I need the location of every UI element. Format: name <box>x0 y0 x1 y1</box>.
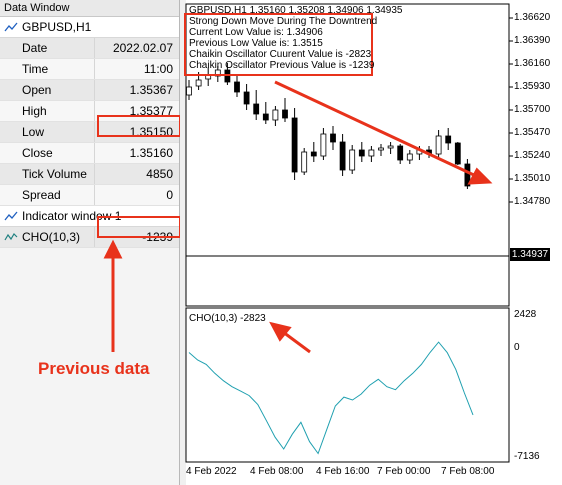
time-tick-label: 4 Feb 2022 <box>186 466 237 477</box>
window-splitter[interactable] <box>180 0 186 485</box>
data-row-label: Spread <box>22 188 61 202</box>
candle-body <box>186 86 192 96</box>
candle-body <box>214 69 221 77</box>
candle-body <box>454 142 461 165</box>
chart-line-icon <box>4 211 18 221</box>
candle-body <box>330 133 336 143</box>
time-tick-label: 4 Feb 08:00 <box>250 466 304 477</box>
candle-body <box>301 151 308 173</box>
oscillator-line <box>188 341 474 455</box>
data-row-value: 0 <box>166 188 173 202</box>
candle-body <box>445 135 452 144</box>
candle-body <box>406 153 413 161</box>
data-row-time: Time 11:00 <box>0 59 179 80</box>
candle-body <box>358 149 365 157</box>
comment-line: Current Low Value is: 1.34906 <box>189 27 323 38</box>
data-row-label: Time <box>22 62 49 76</box>
previous-data-label: Previous data <box>38 359 150 378</box>
arrow-to-indicator <box>269 321 311 354</box>
data-row-label: Date <box>22 41 48 55</box>
data-row-label: Close <box>22 146 53 160</box>
data-row-value: 1.35367 <box>129 83 173 97</box>
candle-body <box>291 117 298 173</box>
comment-box <box>184 13 373 76</box>
price-tick-label: 1.36390 <box>514 35 551 46</box>
price-tick-label: 1.36620 <box>514 12 551 23</box>
data-row-label: Open <box>22 83 52 97</box>
indicator-section[interactable]: Indicator window 1 <box>0 206 179 227</box>
comment-line: Strong Down Move During The Downtrend <box>189 16 378 27</box>
chart-header: GBPUSD,H1 1.35160 1.35208 1.34906 1.3493… <box>189 5 403 16</box>
indicator-section-label: Indicator window 1 <box>22 209 122 223</box>
candle-body <box>368 149 375 157</box>
candle-body <box>195 79 202 87</box>
candle-body <box>243 91 250 105</box>
indicator-tick-label: -7136 <box>514 451 540 462</box>
current-price-tag: 1.34937 <box>510 248 550 261</box>
indicator-row: CHO(10,3) -1239 <box>0 227 179 248</box>
data-row-spread: Spread 0 <box>0 185 179 206</box>
candle-body <box>224 69 231 83</box>
chart-line-icon <box>4 22 18 32</box>
time-tick-label: 4 Feb 16:00 <box>316 466 370 477</box>
price-tick-label: 1.35930 <box>514 81 551 92</box>
price-tick-label: 1.34780 <box>514 196 551 207</box>
symbol-section-label: GBPUSD,H1 <box>22 20 92 34</box>
data-row-open: Open 1.35367 <box>0 80 179 101</box>
comment-line: Chaikin Oscillator Previous Value is -12… <box>189 60 375 71</box>
price-tick-label: 1.35700 <box>514 104 551 115</box>
candle-body <box>310 151 317 157</box>
time-tick-label: 7 Feb 08:00 <box>441 466 495 477</box>
price-tick-label: 1.35470 <box>514 127 551 138</box>
candle-body <box>253 103 260 115</box>
data-row-value: 11:00 <box>143 62 173 76</box>
data-window-panel: Data Window GBPUSD,H1 Date 2022.02.07 Time… <box>0 0 180 485</box>
candle-body <box>234 81 240 93</box>
indicator-row-label: CHO(10,3) <box>22 230 81 244</box>
indicator-tick-label: 2428 <box>514 309 537 320</box>
data-row-value: 1.35377 <box>129 104 173 118</box>
arrow-to-low <box>274 80 493 185</box>
candle-body <box>339 141 346 171</box>
candle-body <box>464 163 471 187</box>
comment-line: Previous Low Value is: 1.3515 <box>189 38 323 49</box>
data-row-close: Close 1.35160 <box>0 143 179 164</box>
candle-body <box>435 135 442 155</box>
candle-body <box>349 149 356 171</box>
data-window-title: Data Window <box>0 0 179 17</box>
data-row-label: High <box>22 104 47 118</box>
candle-body <box>378 147 384 151</box>
comment-line: Chaikin Oscillator Cuurent Value is -282… <box>189 49 372 60</box>
candle-body <box>262 113 269 121</box>
indicator-chart-area <box>185 307 510 463</box>
symbol-section[interactable]: GBPUSD,H1 <box>0 17 179 38</box>
candle-body <box>387 145 394 149</box>
indicator-tick-label: 0 <box>514 342 520 353</box>
data-row-date: Date 2022.02.07 <box>0 38 179 59</box>
candles <box>186 63 471 189</box>
candle-body <box>282 109 288 119</box>
data-row-value: 1.35160 <box>129 146 173 160</box>
indicator-label: CHO(10,3) -2823 <box>189 313 266 324</box>
candle-body <box>320 133 327 157</box>
price-tick-label: 1.35010 <box>514 173 551 184</box>
oscillator-icon <box>4 233 18 241</box>
data-row-label: Tick Volume <box>22 167 87 181</box>
data-row-label: Low <box>22 125 45 139</box>
candle-body <box>272 109 279 121</box>
candle-body <box>397 145 404 161</box>
data-row-value: 2022.02.07 <box>112 41 173 55</box>
data-row-tick-volume: Tick Volume 4850 <box>0 164 179 185</box>
arrow-up-to-cho <box>103 239 123 352</box>
price-tick-label: 1.35240 <box>514 150 551 161</box>
time-tick-label: 7 Feb 00:00 <box>377 466 431 477</box>
price-tick-label: 1.36160 <box>514 58 551 69</box>
data-row-value: 4850 <box>146 167 173 181</box>
